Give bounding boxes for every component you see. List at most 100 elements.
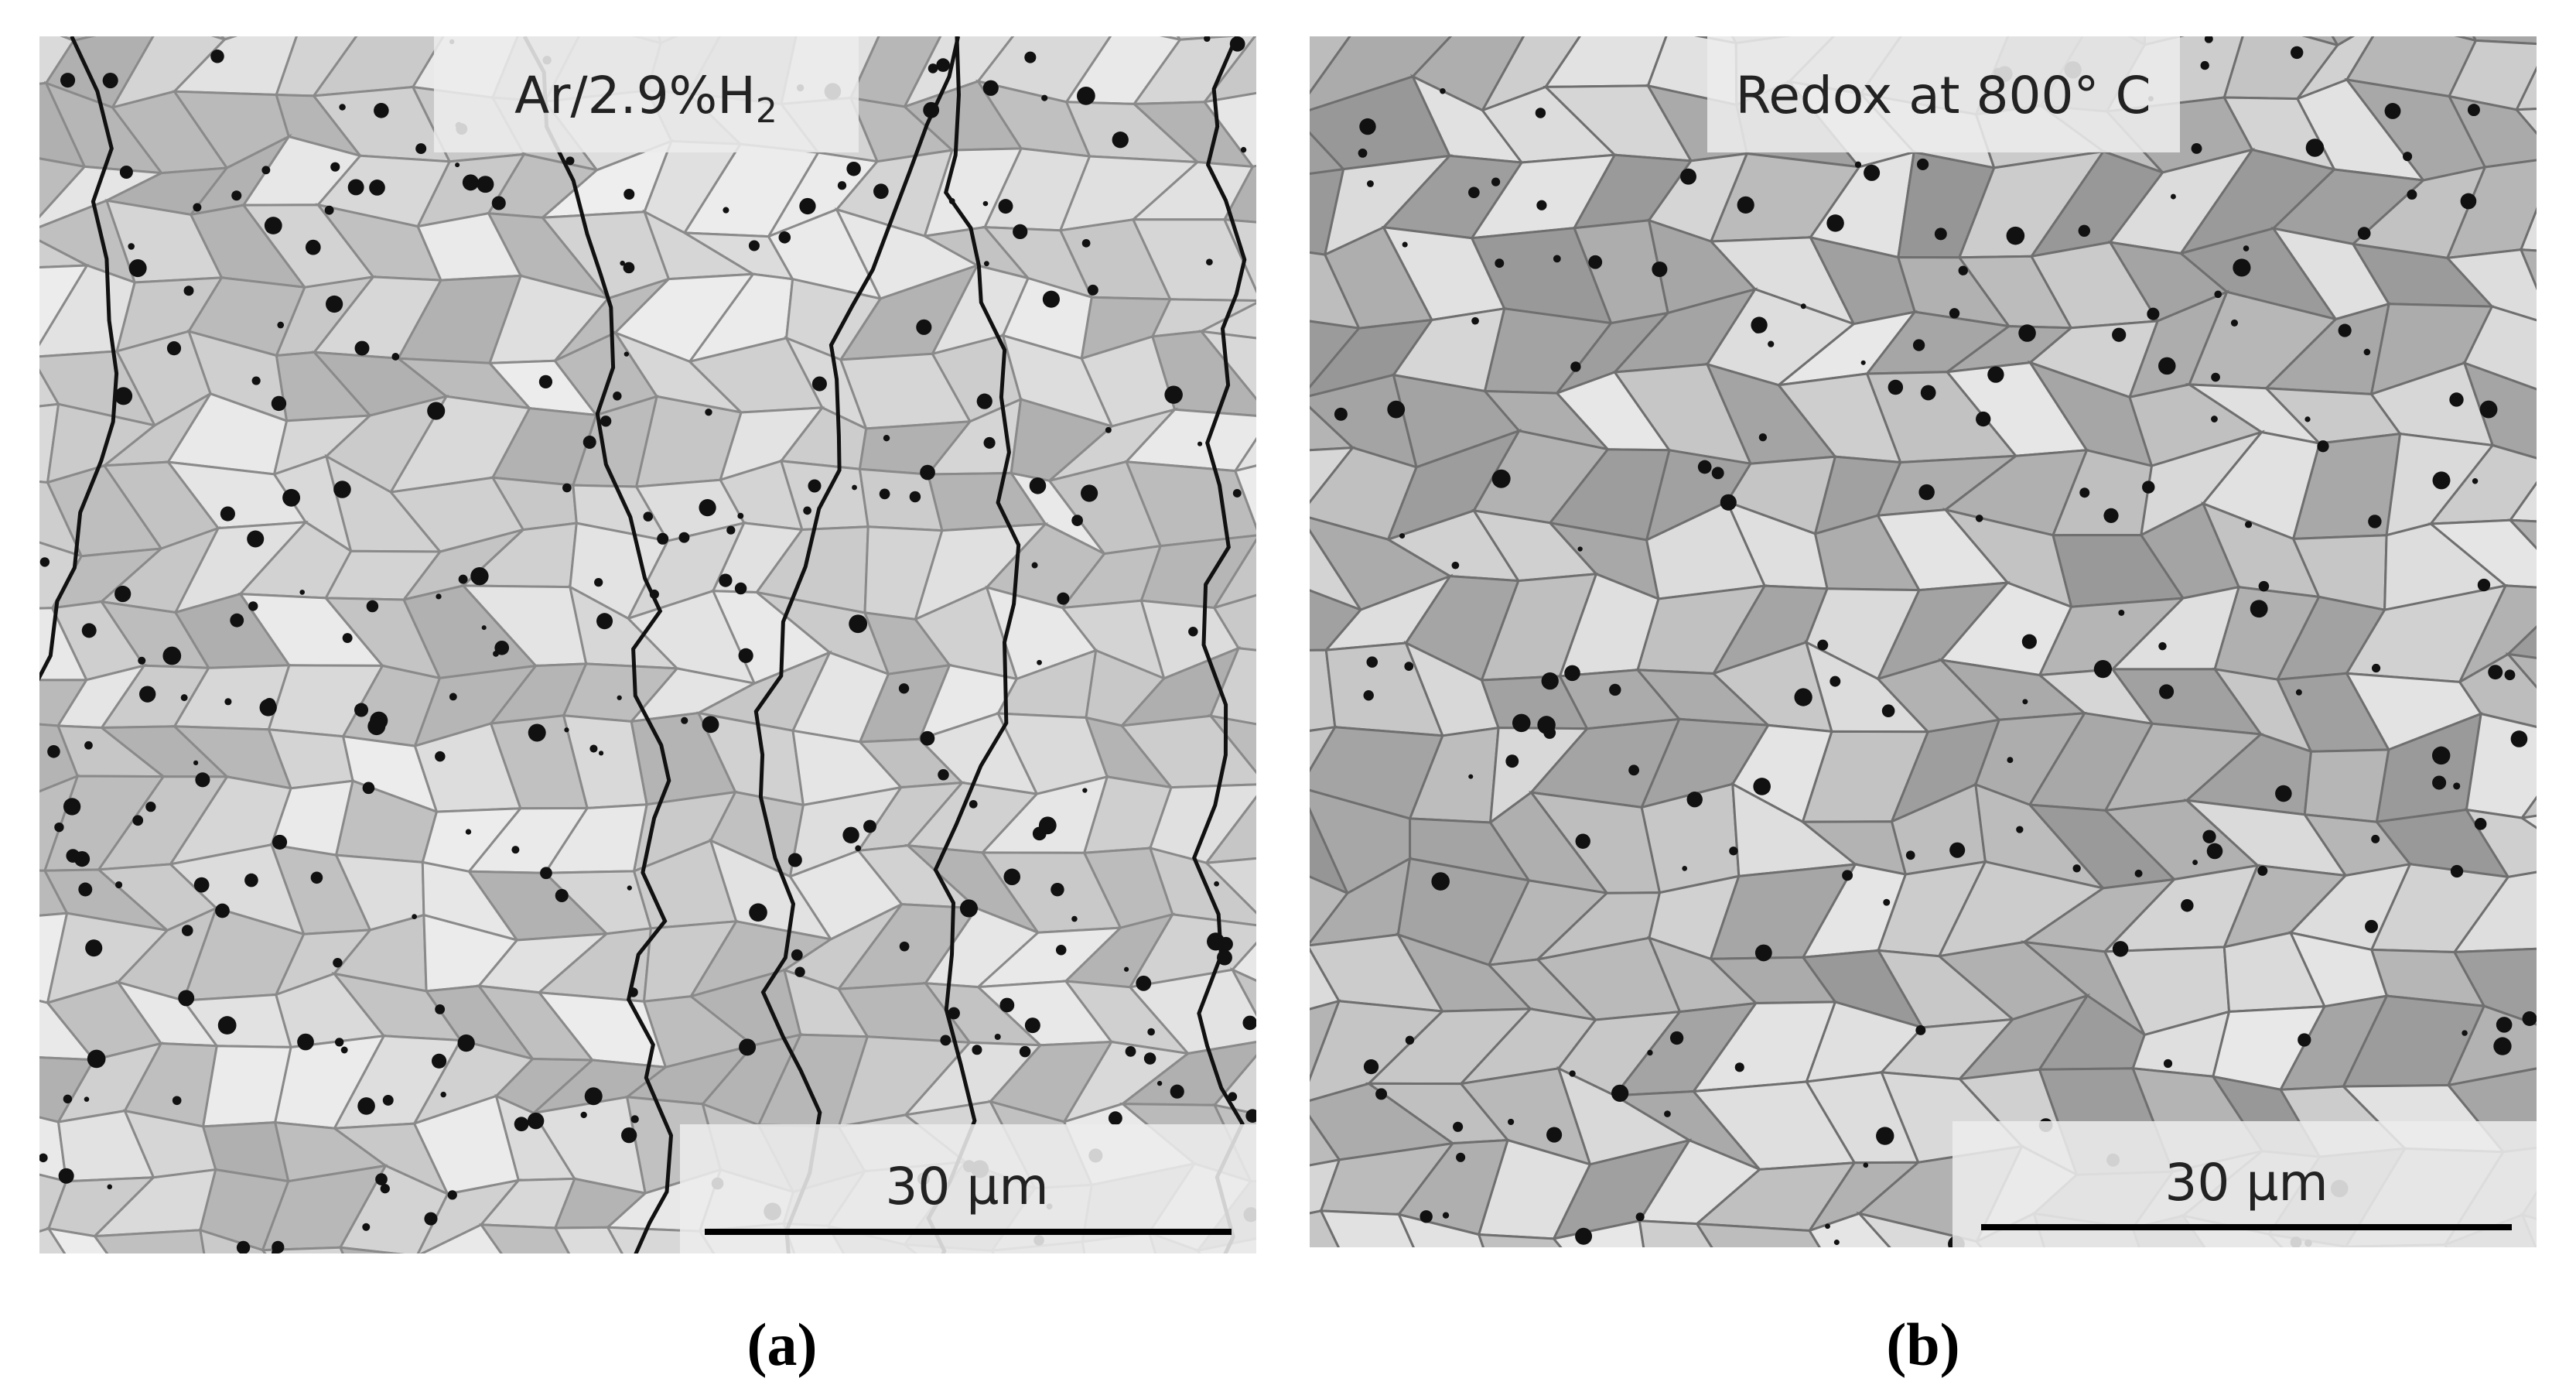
pore xyxy=(538,375,553,389)
pore xyxy=(959,899,979,918)
pore xyxy=(1508,1118,1515,1126)
pore xyxy=(362,1223,371,1231)
pore xyxy=(427,402,446,420)
grain xyxy=(2519,207,2537,252)
grain xyxy=(839,0,950,19)
pore xyxy=(1051,882,1064,897)
pore xyxy=(1536,200,1547,210)
pore xyxy=(217,1016,237,1035)
pore xyxy=(1405,1035,1415,1045)
pore xyxy=(1564,665,1580,682)
pore xyxy=(2233,258,2251,277)
pore xyxy=(1734,1062,1744,1072)
grain xyxy=(2427,518,2537,589)
grain xyxy=(2514,66,2537,111)
pore xyxy=(739,1038,757,1056)
pore xyxy=(231,190,242,201)
pore xyxy=(1737,196,1754,214)
grain xyxy=(210,36,228,43)
pore xyxy=(1864,164,1881,181)
grain xyxy=(2519,814,2537,829)
pore xyxy=(2103,508,2119,523)
pore xyxy=(2488,665,2503,680)
pore xyxy=(1491,177,1501,186)
pore xyxy=(1170,1084,1184,1099)
grain xyxy=(338,1164,449,1253)
pore xyxy=(1635,1212,1645,1222)
pore xyxy=(2211,416,2218,422)
pore xyxy=(271,395,287,412)
pore xyxy=(1512,713,1531,733)
grain xyxy=(1817,0,1920,29)
pore xyxy=(920,464,935,481)
pore xyxy=(799,197,816,215)
pore xyxy=(1682,865,1688,871)
pore xyxy=(1611,1084,1629,1103)
pore xyxy=(1794,688,1812,706)
grain xyxy=(2544,1067,2576,1158)
pore xyxy=(2250,600,2268,618)
pore xyxy=(58,1168,74,1184)
pore xyxy=(2338,323,2352,337)
pore xyxy=(1686,791,1703,808)
grain xyxy=(343,0,452,23)
pore xyxy=(85,939,103,957)
pore xyxy=(1546,1127,1563,1143)
pore xyxy=(2257,865,2268,876)
grain xyxy=(1127,968,1256,1055)
pore xyxy=(2493,1037,2512,1055)
pore xyxy=(2407,189,2417,200)
grain xyxy=(268,0,374,12)
pore xyxy=(195,772,210,788)
pore xyxy=(1003,868,1021,886)
pore xyxy=(2230,319,2239,327)
pore xyxy=(305,239,321,255)
grain xyxy=(1208,714,1256,775)
pore xyxy=(2304,416,2311,422)
pore xyxy=(2432,775,2447,790)
grain xyxy=(1310,875,1350,946)
scale-bar-label: 30 µm xyxy=(885,1157,1048,1216)
pore xyxy=(1652,261,1668,277)
pore xyxy=(1013,224,1028,240)
grain xyxy=(2519,795,2537,820)
grain xyxy=(2519,248,2537,291)
pore xyxy=(1468,186,1480,199)
pore xyxy=(1108,1111,1122,1126)
pore xyxy=(333,958,343,968)
pore xyxy=(340,1046,348,1054)
grain xyxy=(46,1226,109,1253)
pore xyxy=(1975,515,1983,522)
grain xyxy=(260,1246,344,1253)
pore xyxy=(2453,782,2461,790)
pore xyxy=(1987,366,2004,383)
pore xyxy=(1491,469,1511,488)
grain xyxy=(1551,1219,1645,1247)
pore xyxy=(583,436,596,450)
pore xyxy=(1029,477,1047,494)
pore xyxy=(681,717,688,724)
pore xyxy=(627,885,632,891)
pore xyxy=(1125,1046,1136,1057)
pore xyxy=(699,499,716,517)
pore xyxy=(465,829,472,835)
pore xyxy=(1628,764,1640,776)
pore xyxy=(565,156,575,166)
pore xyxy=(998,199,1013,214)
crack xyxy=(1191,36,1247,1253)
pore xyxy=(1949,842,1966,858)
pore xyxy=(2211,372,2220,382)
pore xyxy=(2432,471,2451,490)
pore xyxy=(458,574,468,584)
pore xyxy=(936,58,950,72)
pore xyxy=(1569,1070,1576,1077)
pore xyxy=(589,744,598,753)
pore xyxy=(178,990,195,1007)
pore xyxy=(514,1117,529,1132)
grain xyxy=(2452,947,2537,1026)
pore xyxy=(1031,562,1038,569)
pore xyxy=(493,650,499,657)
grain xyxy=(2514,108,2537,135)
pore xyxy=(1147,1028,1155,1036)
pore xyxy=(1800,303,1806,310)
